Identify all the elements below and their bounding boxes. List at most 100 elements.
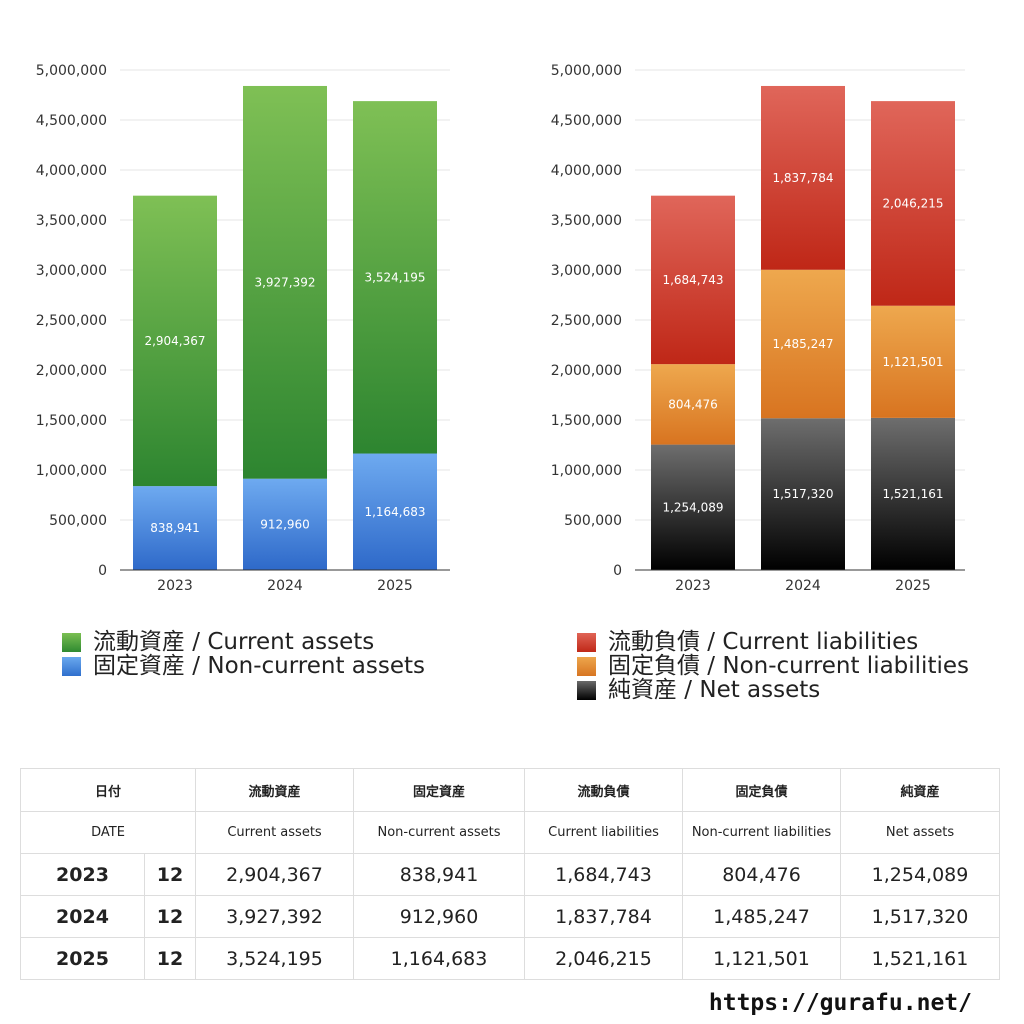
cell-noncurrent-liabilities: 1,485,247 [682, 895, 842, 938]
footer-url-link[interactable]: https://gurafu.net/ [708, 990, 972, 1016]
y-tick-label: 2,500,000 [551, 313, 622, 329]
bar-segment [761, 418, 845, 570]
bar-segment [761, 85, 845, 270]
legend-item-noncurrent-assets: 固定資産 / Non-current assets [62, 654, 425, 678]
data-label: 2,046,215 [882, 196, 943, 210]
cell-current-liabilities: 2,046,215 [524, 937, 684, 980]
header-noncurrent-liabilities-jp: 固定負債 [682, 768, 842, 812]
cell-year: 2024 [20, 895, 145, 938]
header-date-en: DATE [19, 811, 197, 854]
header-noncurrent-assets-jp: 固定資産 [353, 768, 526, 812]
data-label: 1,837,784 [772, 171, 833, 185]
legend-item-noncurrent-liabilities: 固定負債 / Non-current liabilities [577, 654, 969, 678]
cell-net-assets: 1,517,320 [840, 895, 1001, 938]
y-tick-label: 1,500,000 [36, 413, 107, 429]
data-label: 3,927,392 [254, 275, 315, 289]
y-tick-label: 4,000,000 [551, 163, 622, 179]
y-tick-label: 1,500,000 [551, 413, 622, 429]
legend-label: 純資産 / Net assets [608, 677, 821, 703]
data-table: 日付 流動資産 固定資産 流動負債 固定負債 純資産 DATE Current … [19, 768, 1001, 980]
table-row: 2025 12 3,524,195 1,164,683 2,046,215 1,… [20, 937, 1001, 980]
legend-swatch-black [577, 680, 596, 700]
cell-noncurrent-assets: 912,960 [353, 895, 526, 938]
header-net-assets-en: Net assets [840, 811, 1001, 854]
header-net-assets-jp: 純資産 [840, 768, 1001, 812]
header-current-assets-en: Current assets [195, 811, 355, 854]
y-tick-label: 2,000,000 [551, 363, 622, 379]
y-tick-label: 3,500,000 [551, 213, 622, 229]
cell-year: 2023 [20, 853, 145, 896]
legend-item-current-assets: 流動資産 / Current assets [62, 630, 425, 654]
data-label: 3,524,195 [364, 270, 425, 284]
y-tick-label: 4,500,000 [551, 113, 622, 129]
cell-current-assets: 3,524,195 [195, 937, 355, 980]
x-tick-label: 2023 [157, 578, 193, 594]
table-row: 2023 12 2,904,367 838,941 1,684,743 804,… [20, 853, 1001, 896]
y-tick-label: 500,000 [49, 513, 107, 529]
data-label: 1,521,161 [882, 487, 943, 501]
legend-item-net-assets: 純資産 / Net assets [577, 678, 969, 702]
cell-noncurrent-assets: 1,164,683 [353, 937, 526, 980]
data-label: 1,485,247 [772, 337, 833, 351]
header-current-liabilities-en: Current liabilities [524, 811, 684, 854]
cell-current-liabilities: 1,837,784 [524, 895, 684, 938]
header-current-liabilities-jp: 流動負債 [524, 768, 684, 812]
y-tick-label: 1,000,000 [36, 463, 107, 479]
y-tick-label: 5,000,000 [36, 63, 107, 79]
data-label: 1,121,501 [882, 355, 943, 369]
x-tick-label: 2025 [895, 578, 931, 594]
legend-swatch-blue [62, 656, 81, 676]
y-tick-label: 0 [613, 563, 622, 579]
y-tick-label: 500,000 [564, 513, 622, 529]
header-noncurrent-assets-en: Non-current assets [353, 811, 526, 854]
legend-label: 流動負債 / Current liabilities [608, 629, 919, 655]
bar-segment [353, 101, 437, 454]
bar-segment [871, 417, 955, 570]
charts-area: 0 500,000 1,000,000 1,500,000 2,000,000 2,500… [36, 63, 965, 594]
cell-noncurrent-liabilities: 1,121,501 [682, 937, 842, 980]
cell-month: 12 [143, 895, 197, 938]
bar-segment [243, 85, 327, 479]
bar-segment [651, 364, 735, 445]
table-header-row-en: DATE Current assets Non-current assets C… [19, 811, 1001, 854]
assets-chart: 0 500,000 1,000,000 1,500,000 2,000,000 2,500… [36, 63, 450, 594]
liabilities-legend: 流動負債 / Current liabilities 固定負債 / Non-cu… [577, 630, 969, 702]
bar-segment [651, 195, 735, 365]
bar-segment [353, 453, 437, 570]
y-tick-label: 3,000,000 [36, 263, 107, 279]
bar-segment [871, 101, 955, 306]
bar-segment [243, 478, 327, 570]
header-noncurrent-liabilities-en: Non-current liabilities [682, 811, 842, 854]
header-date-jp: 日付 [19, 768, 197, 812]
data-label: 838,941 [150, 521, 200, 535]
y-tick-label: 2,000,000 [36, 363, 107, 379]
legend-swatch-red [577, 632, 596, 652]
table-header-row-jp: 日付 流動資産 固定資産 流動負債 固定負債 純資産 [19, 768, 1001, 812]
data-label: 1,164,683 [364, 505, 425, 519]
cell-month: 12 [143, 853, 197, 896]
legend-item-current-liabilities: 流動負債 / Current liabilities [577, 630, 969, 654]
cell-current-assets: 2,904,367 [195, 853, 355, 896]
cell-year: 2025 [20, 937, 145, 980]
assets-legend: 流動資産 / Current assets 固定資産 / Non-current… [62, 630, 425, 678]
x-tick-label: 2024 [267, 578, 303, 594]
cell-noncurrent-assets: 838,941 [353, 853, 526, 896]
data-label: 1,254,089 [662, 500, 723, 514]
cell-noncurrent-liabilities: 804,476 [682, 853, 842, 896]
cell-net-assets: 1,254,089 [840, 853, 1001, 896]
y-tick-label: 4,500,000 [36, 113, 107, 129]
data-label: 912,960 [260, 517, 310, 531]
legend-swatch-green [62, 632, 81, 652]
y-tick-label: 1,000,000 [551, 463, 622, 479]
y-tick-label: 3,000,000 [551, 263, 622, 279]
liabilities-net-assets-chart: 0 500,000 1,000,000 1,500,000 2,000,000 2,500… [551, 63, 965, 594]
legend-swatch-orange [577, 656, 596, 676]
legend-label: 固定負債 / Non-current liabilities [608, 653, 969, 679]
table-row: 2024 12 3,927,392 912,960 1,837,784 1,48… [20, 895, 1001, 938]
cell-current-liabilities: 1,684,743 [524, 853, 684, 896]
data-label: 2,904,367 [144, 334, 205, 348]
bar-segment [651, 444, 735, 570]
cell-month: 12 [143, 937, 197, 980]
cell-net-assets: 1,521,161 [840, 937, 1001, 980]
y-tick-label: 5,000,000 [551, 63, 622, 79]
